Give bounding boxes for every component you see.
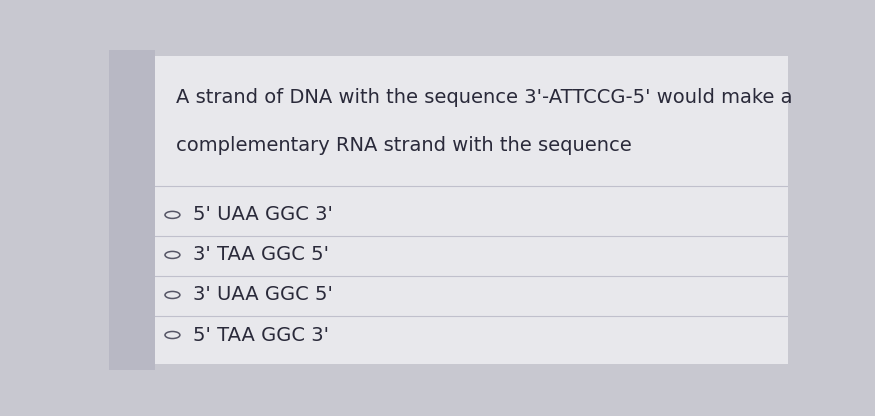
Bar xyxy=(109,50,156,370)
Text: 3' UAA GGC 5': 3' UAA GGC 5' xyxy=(192,285,332,305)
Text: 3' TAA GGC 5': 3' TAA GGC 5' xyxy=(192,245,329,265)
Text: A strand of DNA with the sequence 3'-ATTCCG-5' would make a: A strand of DNA with the sequence 3'-ATT… xyxy=(176,88,793,107)
Text: 5' UAA GGC 3': 5' UAA GGC 3' xyxy=(192,206,332,224)
Text: 5' TAA GGC 3': 5' TAA GGC 3' xyxy=(192,325,329,344)
Text: complementary RNA strand with the sequence: complementary RNA strand with the sequen… xyxy=(176,136,632,156)
